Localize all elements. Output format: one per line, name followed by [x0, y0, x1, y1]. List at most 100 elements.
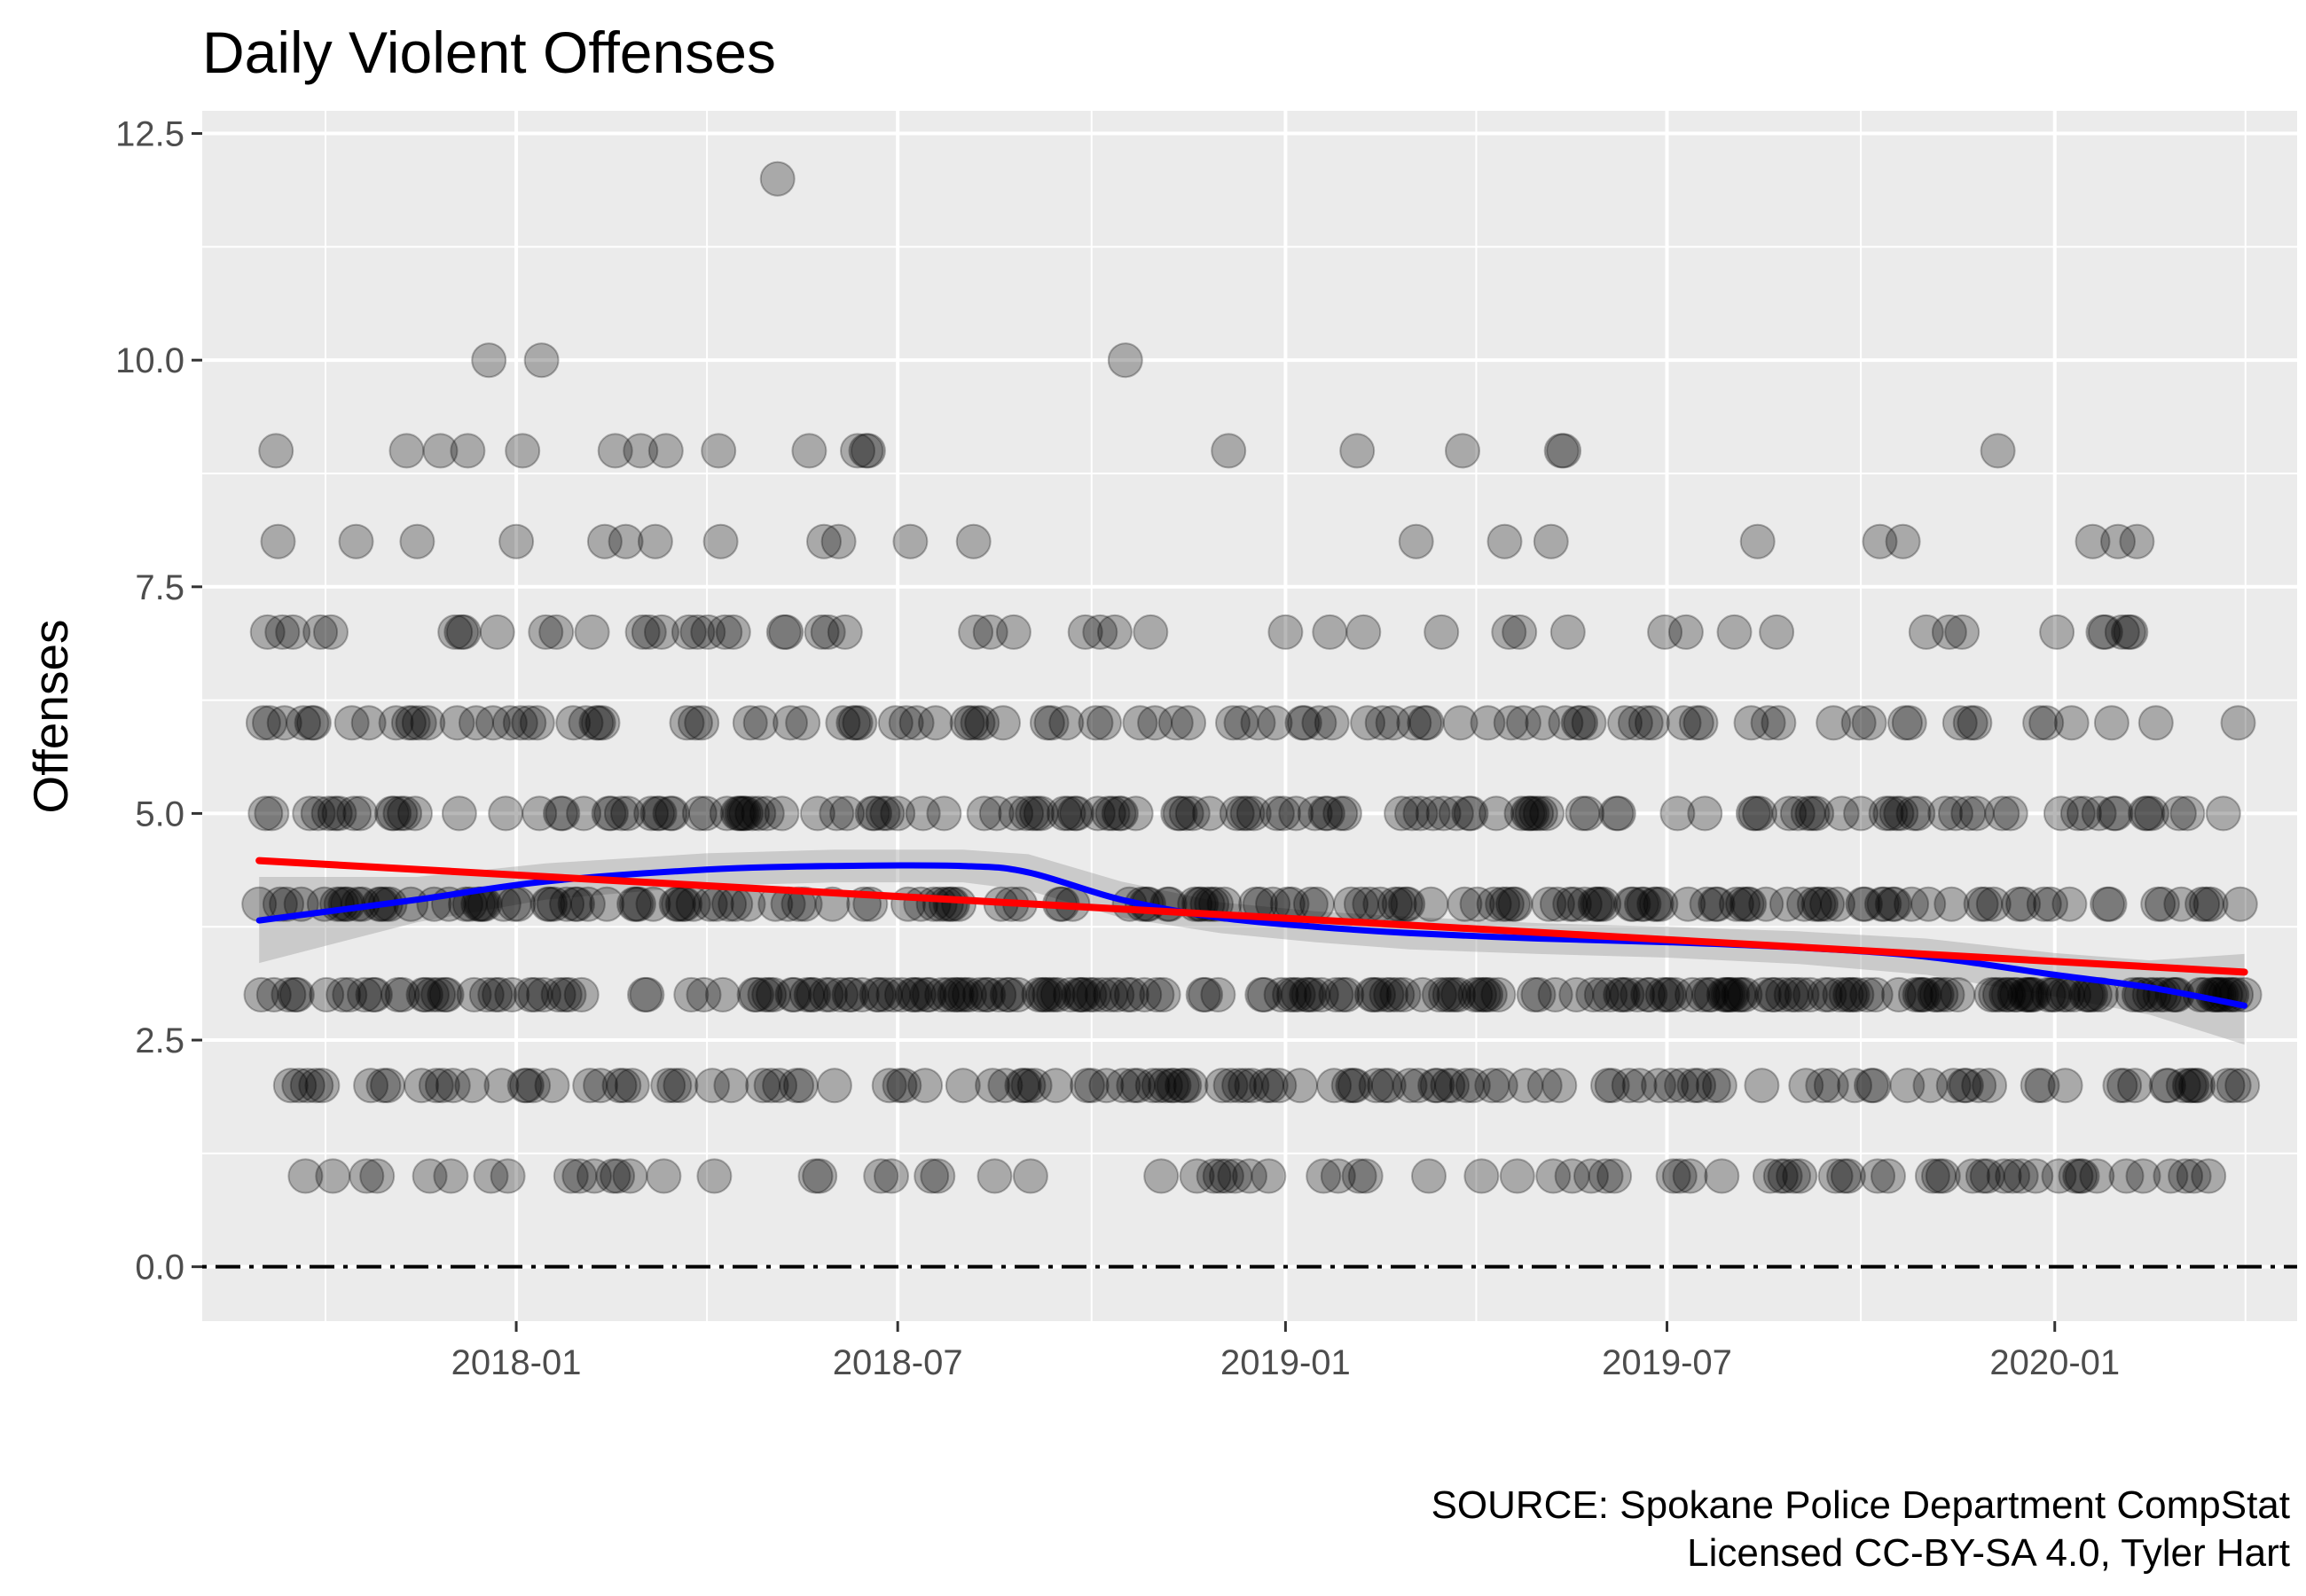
data-point [388, 433, 425, 469]
data-point [840, 433, 875, 469]
data-point [992, 976, 1028, 1013]
y-axis: 0.0 2.5 5.0 7.5 10.0 12.5 [115, 115, 202, 1287]
data-point [949, 705, 985, 741]
y-tick-label: 12.5 [115, 115, 184, 154]
data-point [1508, 1068, 1544, 1104]
data-point [1725, 886, 1761, 922]
data-point [1520, 976, 1557, 1013]
data-point [1162, 795, 1198, 832]
data-point [475, 705, 511, 741]
data-point [690, 614, 726, 650]
x-tick-label: 2018-01 [451, 1343, 582, 1382]
data-point [1535, 1158, 1572, 1194]
data-point [2148, 1068, 2184, 1104]
data-point [1693, 976, 1730, 1013]
data-point [1941, 705, 1978, 741]
data-point [1834, 976, 1871, 1013]
data-point [920, 1158, 956, 1194]
data-point [1457, 976, 1494, 1013]
data-point [1701, 1068, 1737, 1104]
data-point [1050, 795, 1086, 832]
data-point [557, 886, 593, 922]
data-point [829, 795, 866, 832]
data-point [1390, 886, 1426, 922]
data-point [1986, 1158, 2022, 1194]
data-point [914, 1158, 950, 1194]
data-point [1326, 795, 1362, 832]
data-point [1379, 976, 1416, 1013]
data-point [1777, 976, 1814, 1013]
data-point [646, 1158, 682, 1194]
data-point [1084, 976, 1120, 1013]
data-point [859, 976, 895, 1013]
data-point [850, 433, 886, 469]
data-point [624, 614, 661, 650]
data-point [1221, 1068, 1258, 1104]
data-point [1620, 976, 1656, 1013]
data-point [574, 614, 610, 650]
data-point [1560, 705, 1596, 741]
data-point [479, 614, 515, 650]
data-point [302, 614, 339, 650]
data-point [751, 976, 788, 1013]
data-point [1330, 1068, 1367, 1104]
data-point [1800, 886, 1837, 922]
data-point [1373, 976, 1409, 1013]
data-point [1122, 705, 1158, 741]
data-point [958, 614, 994, 650]
data-point [1929, 976, 1965, 1013]
data-point [1499, 1158, 1535, 1194]
data-point [414, 976, 450, 1013]
data-point [1471, 976, 1508, 1013]
data-point [614, 1068, 650, 1104]
data-point [1649, 976, 1685, 1013]
data-point [1185, 976, 1221, 1013]
data-point [734, 795, 771, 832]
data-point [2085, 614, 2122, 650]
data-point [2028, 705, 2065, 741]
data-point [2026, 886, 2062, 922]
data-point [1742, 795, 1778, 832]
data-point [380, 976, 416, 1013]
data-point [1918, 976, 1955, 1013]
data-point [1914, 1158, 1950, 1194]
data-point [985, 705, 1021, 741]
data-point [1603, 976, 1639, 1013]
data-point [911, 976, 947, 1013]
data-point [1290, 976, 1327, 1013]
data-point [2096, 795, 2132, 832]
data-point [1607, 705, 1643, 741]
data-point [702, 523, 739, 559]
data-point [1969, 1158, 2005, 1194]
data-point [1512, 795, 1548, 832]
data-point [644, 614, 679, 650]
data-point [1590, 1068, 1626, 1104]
data-point [1502, 614, 1538, 650]
data-point [488, 795, 524, 832]
data-point [1145, 976, 1181, 1013]
data-point [468, 976, 505, 1013]
data-point [1675, 976, 1710, 1013]
data-point [1025, 976, 1062, 1013]
data-point [1320, 1158, 1356, 1194]
data-point [2168, 1158, 2204, 1194]
data-point [1415, 795, 1451, 832]
data-point [969, 976, 1004, 1013]
data-point [1581, 886, 1618, 922]
data-point [762, 1068, 798, 1104]
data-point [1006, 1068, 1042, 1104]
data-point [593, 795, 629, 832]
data-point [2059, 795, 2096, 832]
data-point [2030, 976, 2067, 1013]
data-point [1980, 433, 2016, 469]
data-point [1267, 614, 1304, 650]
data-point [498, 523, 535, 559]
y-tick-label: 0.0 [135, 1248, 184, 1287]
data-point [1874, 886, 1910, 922]
data-point [1807, 976, 1843, 1013]
data-point [1462, 976, 1497, 1013]
data-point [1759, 614, 1795, 650]
data-point [2137, 705, 2174, 741]
data-point [1786, 886, 1822, 922]
data-point [384, 976, 420, 1013]
